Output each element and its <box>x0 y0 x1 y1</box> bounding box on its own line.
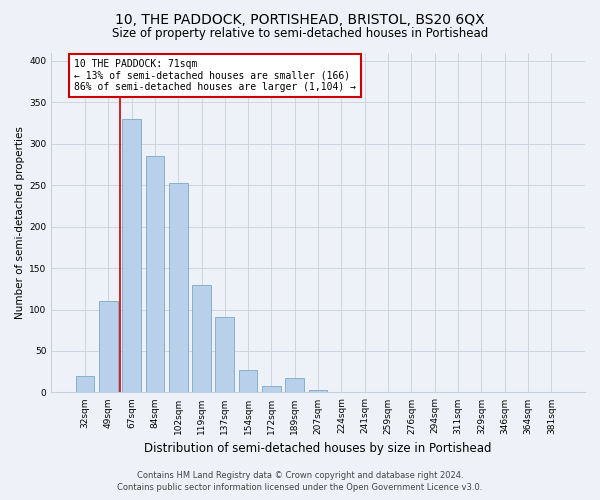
Bar <box>169 184 188 392</box>
X-axis label: Distribution of semi-detached houses by size in Portishead: Distribution of semi-detached houses by … <box>145 442 492 455</box>
Bar <box>309 390 328 392</box>
Text: Size of property relative to semi-detached houses in Portishead: Size of property relative to semi-detach… <box>112 28 488 40</box>
Text: 10 THE PADDOCK: 71sqm
← 13% of semi-detached houses are smaller (166)
86% of sem: 10 THE PADDOCK: 71sqm ← 13% of semi-deta… <box>74 59 356 92</box>
Bar <box>262 386 281 392</box>
Bar <box>146 156 164 392</box>
Y-axis label: Number of semi-detached properties: Number of semi-detached properties <box>15 126 25 319</box>
Bar <box>192 284 211 393</box>
Text: Contains HM Land Registry data © Crown copyright and database right 2024.
Contai: Contains HM Land Registry data © Crown c… <box>118 471 482 492</box>
Bar <box>76 376 94 392</box>
Text: 10, THE PADDOCK, PORTISHEAD, BRISTOL, BS20 6QX: 10, THE PADDOCK, PORTISHEAD, BRISTOL, BS… <box>115 12 485 26</box>
Bar <box>286 378 304 392</box>
Bar <box>99 301 118 392</box>
Bar <box>215 317 234 392</box>
Bar <box>122 119 141 392</box>
Bar <box>239 370 257 392</box>
